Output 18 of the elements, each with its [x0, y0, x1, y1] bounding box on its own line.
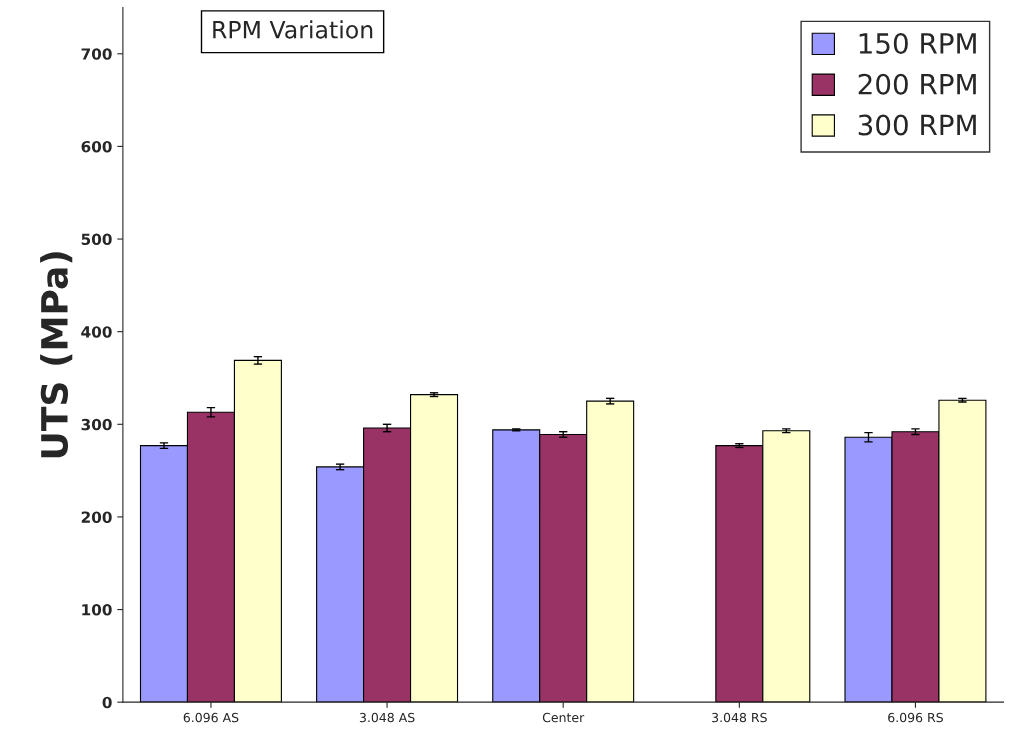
y-axis-title: UTS (MPa) [40, 252, 73, 458]
y-tick-label: 300 [81, 418, 112, 431]
y-tick-label: 100 [82, 604, 112, 616]
y-tick-label: 600 [81, 140, 112, 153]
legend-label: 200 RPM [858, 73, 976, 95]
annotation: RPM Variation [213, 20, 373, 39]
x-tick-label: 3.048 AS [359, 712, 415, 723]
legend-label: 150 RPM [859, 32, 976, 54]
y-tick-label: 500 [81, 233, 112, 246]
y-tick-label: 700 [81, 48, 112, 60]
legend-label: 300 RPM [858, 114, 976, 136]
x-tick-label: 3.048 RS [712, 712, 767, 723]
x-tick-label: 6.096 AS [183, 712, 239, 723]
y-tick-label: 200 [81, 511, 112, 523]
y-tick-label: 0 [102, 696, 112, 709]
x-tick-label: 6.096 RS [888, 712, 943, 723]
y-tick-label: 400 [81, 326, 112, 338]
x-tick-label: Center [542, 712, 585, 723]
